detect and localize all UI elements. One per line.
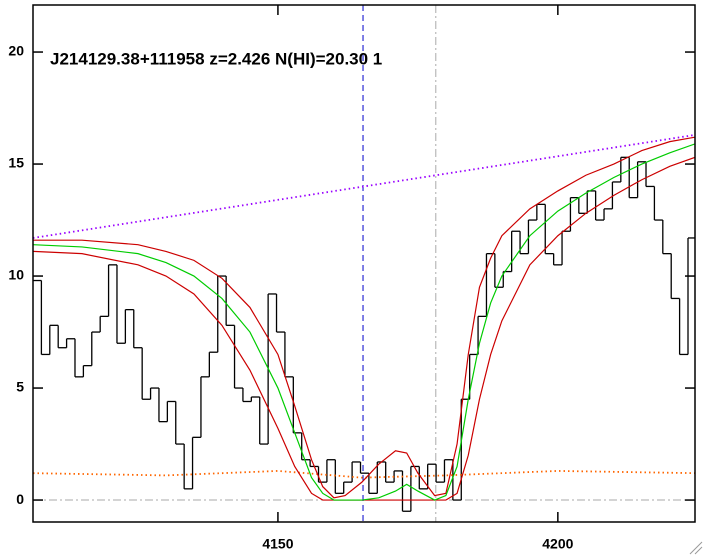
model-line	[33, 143, 695, 501]
y-tick-label: 10	[8, 267, 24, 283]
flux-riser	[40, 157, 689, 512]
resize-grip	[689, 541, 703, 555]
y-tick-label: 15	[8, 155, 24, 171]
y-tick-label: 0	[16, 491, 24, 507]
grip-line	[689, 541, 703, 555]
model-line	[33, 134, 695, 239]
y-tick-label: 20	[8, 43, 24, 59]
plot-frame	[32, 4, 696, 523]
x-tick-label: 4200	[542, 536, 573, 552]
model-line	[33, 136, 695, 499]
y-tick-label: 5	[16, 379, 24, 395]
x-tick-label: 4150	[262, 536, 293, 552]
grip-line	[694, 546, 703, 555]
model-line	[33, 470, 695, 479]
annotation: J214129.38+111958 z=2.426 N(HI)=20.30 1	[50, 49, 382, 68]
model-line	[33, 156, 695, 501]
